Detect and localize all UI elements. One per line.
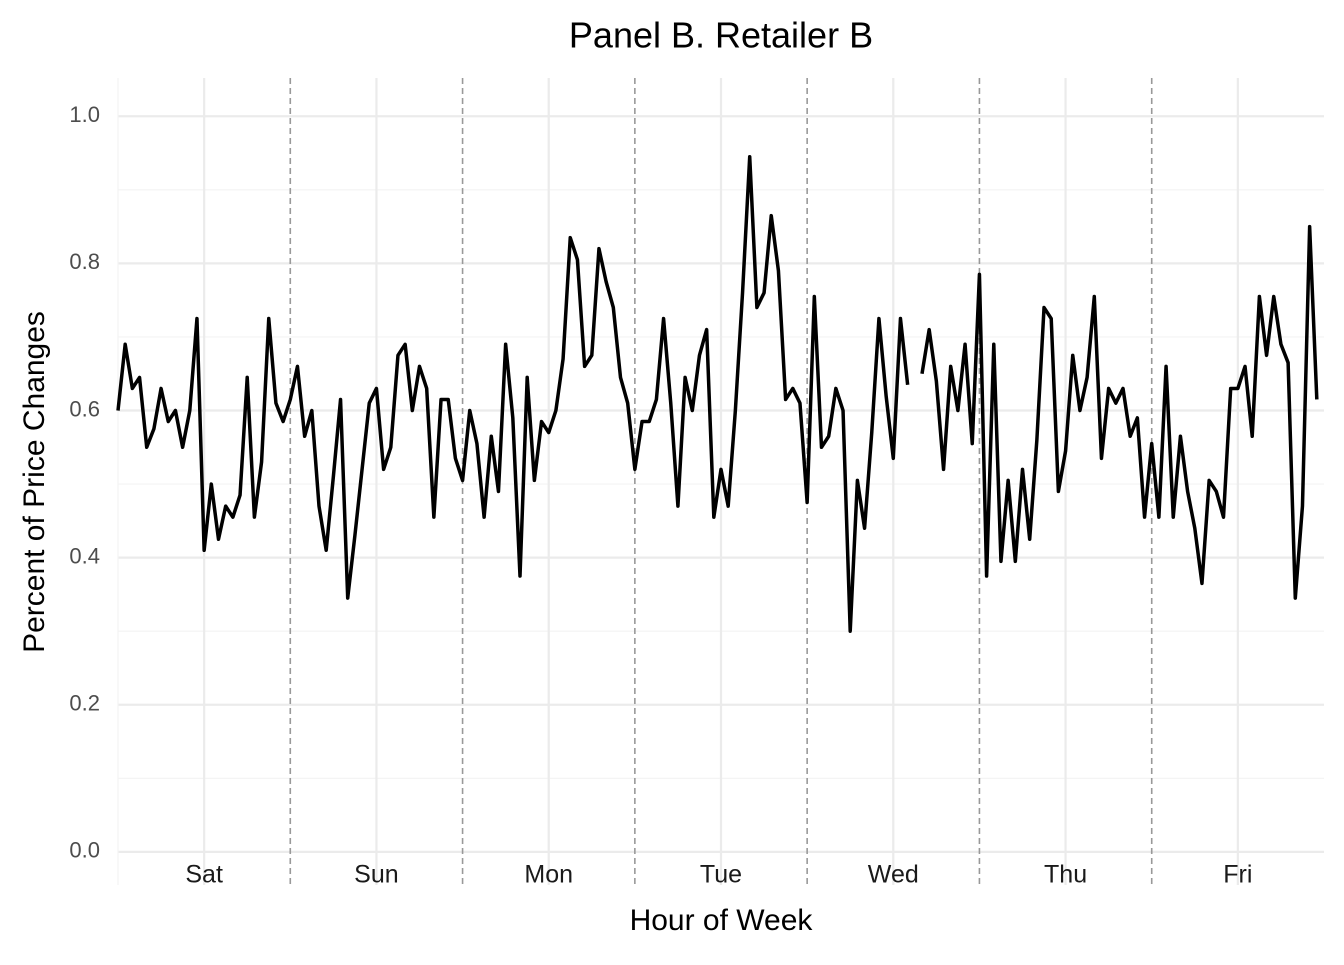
x-axis-label: Hour of Week [630, 904, 814, 937]
x-tick-label: Fri [1223, 861, 1252, 889]
x-tick-label: Tue [700, 861, 742, 889]
y-tick-label: 0.0 [69, 838, 100, 863]
y-tick-label: 1.0 [69, 102, 100, 127]
x-tick-label: Sun [354, 861, 398, 889]
y-tick-label: 0.4 [69, 543, 100, 568]
x-tick-label: Sat [185, 861, 223, 889]
y-axis-label: Percent of Price Changes [18, 311, 51, 653]
chart-title: Panel B. Retailer B [569, 15, 873, 56]
y-tick-label: 0.8 [69, 249, 100, 274]
y-tick-label: 0.2 [69, 691, 100, 716]
x-tick-label: Mon [524, 861, 573, 889]
x-tick-label: Thu [1044, 861, 1087, 889]
y-tick-label: 0.6 [69, 396, 100, 421]
x-tick-label: Wed [868, 861, 919, 889]
data-line [116, 154, 1319, 633]
